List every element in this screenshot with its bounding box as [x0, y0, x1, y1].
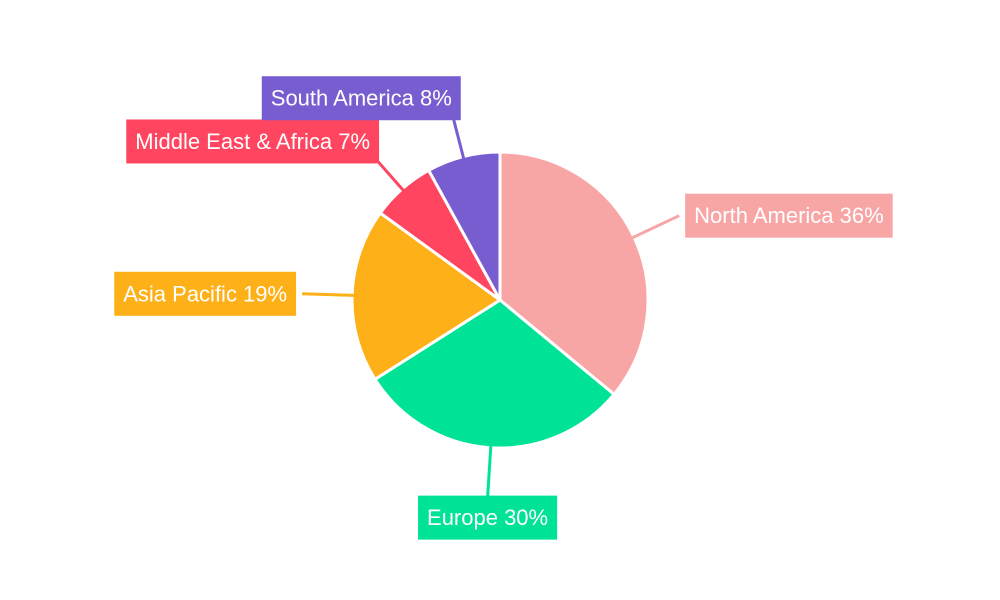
label-box	[114, 271, 297, 316]
data-label: Asia Pacific 19%	[123, 281, 287, 306]
data-label: South America 8%	[271, 86, 452, 111]
data-label: Europe 30%	[427, 505, 548, 530]
leader-line	[486, 445, 493, 498]
leader-line	[302, 292, 355, 297]
data-label: Middle East & Africa 7%	[135, 129, 370, 154]
label-box	[261, 76, 461, 121]
label-box	[126, 119, 380, 164]
label-box	[685, 193, 893, 238]
label-box	[418, 495, 558, 540]
leader-line	[631, 214, 680, 240]
data-label: North America 36%	[694, 203, 884, 228]
